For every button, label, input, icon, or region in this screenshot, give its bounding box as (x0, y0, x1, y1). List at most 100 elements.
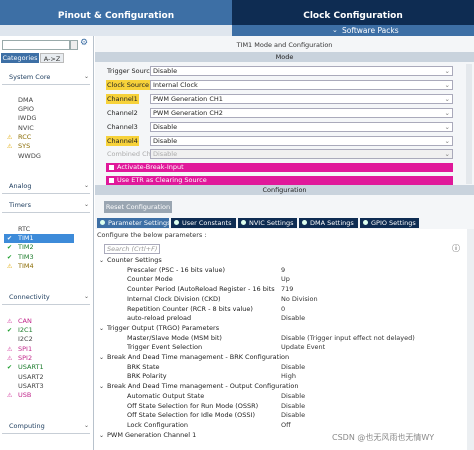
group-toggle[interactable]: ⌄ (99, 383, 105, 391)
mode-select[interactable]: Disable ⌄ (150, 66, 453, 76)
peripheral-item[interactable]: ⚠ USB (4, 391, 74, 400)
param-value[interactable]: Up (281, 275, 290, 284)
peripheral-item[interactable]: RTC (4, 225, 74, 234)
tab-label: User Constants (182, 219, 232, 227)
peripheral-item[interactable]: IWDG (4, 114, 74, 123)
param-name: Internal Clock Division (CKD) (127, 294, 221, 303)
param-value[interactable]: Disable (281, 411, 306, 420)
param-value[interactable]: Disable (Trigger input effect not delaye… (281, 333, 415, 342)
peripheral-item[interactable]: ⚠ TIM4 (4, 262, 74, 271)
mode-select[interactable]: PWM Generation CH2 ⌄ (150, 107, 453, 118)
category-header[interactable]: System Core (9, 73, 51, 81)
peripheral-item[interactable]: ⚠ CAN (4, 317, 74, 326)
tab-clock[interactable]: Clock Configuration (232, 0, 474, 25)
peripheral-item[interactable]: I2C2 (4, 335, 74, 344)
peripheral-item[interactable]: ✔ TIM2 (4, 243, 74, 252)
param-value[interactable]: Disable (281, 362, 306, 371)
param-name: BRK State (127, 362, 160, 371)
status-icon: ⚠ (7, 345, 13, 353)
peripheral-item[interactable]: ✔ TIM3 (4, 253, 74, 262)
collapse-arrow[interactable]: ⌄ (84, 182, 90, 189)
checkbox-label: Activate-Break-Input (117, 163, 184, 171)
mode-select[interactable]: Internal Clock ⌄ (150, 79, 453, 90)
category-header[interactable]: Connectivity (9, 293, 50, 301)
view-tab[interactable]: A->Z (40, 53, 64, 63)
peripheral-label: I2C2 (18, 335, 33, 344)
group-toggle[interactable]: ⌄ (99, 257, 105, 264)
info-icon[interactable]: ⓘ (452, 244, 460, 253)
param-value[interactable]: Disable (281, 391, 306, 400)
tab-label: DMA Settings (310, 219, 354, 227)
view-tab[interactable]: Categories (1, 53, 39, 63)
category-header[interactable]: Analog (9, 182, 32, 190)
peripheral-item[interactable]: USART3 (4, 382, 74, 391)
peripheral-item[interactable]: ⚠ SPI2 (4, 354, 74, 363)
status-icon: ⚠ (7, 133, 13, 141)
peripheral-item[interactable]: ⚠ SPI1 (4, 345, 74, 354)
reset-button[interactable]: Reset Configuration (104, 201, 172, 213)
select-arrow: ⌄ (444, 122, 450, 131)
param-value[interactable]: Update Event (281, 343, 326, 352)
select-arrow: ⌄ (444, 94, 450, 103)
settings-tab[interactable]: DMA Settings (299, 218, 358, 228)
peripheral-item[interactable]: ✔ TIM1 (4, 233, 74, 243)
search-dropdown[interactable] (70, 40, 78, 50)
mode-select[interactable]: PWM Generation CH1 ⌄ (150, 93, 453, 104)
collapse-arrow[interactable]: ⌄ (84, 293, 90, 300)
peripheral-item[interactable]: ✔ USART1 (4, 363, 74, 372)
peripheral-label: SPI2 (18, 353, 33, 362)
param-value[interactable]: 9 (281, 265, 286, 274)
checkbox-row[interactable]: Use ETR as Clearing Source (106, 176, 453, 185)
separator (2, 304, 90, 305)
param-value[interactable]: 0 (281, 304, 286, 313)
collapse-arrow[interactable]: ⌄ (84, 201, 90, 208)
sidebar (0, 36, 94, 450)
peripheral-label: USART3 (18, 381, 44, 390)
category-header[interactable]: Timers (9, 201, 31, 209)
param-value[interactable]: Disable (281, 314, 306, 323)
group-toggle[interactable]: ⌄ (99, 324, 105, 332)
peripheral-item[interactable]: NVIC (4, 124, 74, 133)
peripheral-item[interactable]: GPIO (4, 105, 74, 114)
group-toggle[interactable]: ⌄ (99, 431, 105, 439)
param-value[interactable]: High (281, 372, 296, 381)
tab-pinout[interactable]: Pinout & Configuration (0, 0, 232, 25)
settings-tab[interactable]: GPIO Settings (360, 218, 419, 228)
software-packs[interactable]: Software Packs (342, 26, 399, 35)
checkbox-row[interactable]: Activate-Break-Input (106, 163, 453, 172)
param-value[interactable]: No Division (281, 294, 318, 303)
param-name: Repetition Counter (RCR - 8 bits value) (127, 304, 253, 313)
search-box[interactable] (2, 40, 70, 50)
param-value[interactable]: 719 (281, 285, 294, 294)
peripheral-item[interactable]: ⚠ RCC (4, 133, 74, 142)
tab-label: NVIC Settings (249, 219, 294, 227)
peripheral-label: GPIO (18, 104, 34, 113)
settings-icon[interactable]: ⚙ (80, 38, 89, 48)
group-title: PWM Generation Channel 1 (107, 430, 197, 439)
param-value[interactable]: Off (281, 420, 291, 429)
mode-select[interactable]: Disable ⌄ (150, 121, 453, 132)
peripheral-item[interactable]: WWDG (4, 152, 74, 161)
status-icon: ⚠ (7, 392, 13, 400)
peripheral-item[interactable]: ⚠ SYS (4, 142, 74, 151)
mode-select[interactable]: Disable ⌄ (150, 135, 453, 146)
collapse-arrow[interactable]: ⌄ (84, 422, 90, 429)
peripheral-item[interactable]: ✔ I2C1 (4, 326, 74, 335)
settings-tab[interactable]: NVIC Settings (238, 218, 297, 228)
settings-tab[interactable]: User Constants (171, 218, 236, 228)
peripheral-label: SYS (18, 142, 31, 151)
peripheral-item[interactable]: DMA (4, 96, 74, 105)
settings-tab[interactable]: Parameter Settings (97, 218, 169, 228)
tab-label: GPIO Settings (371, 219, 416, 227)
peripheral-item[interactable]: USART2 (4, 373, 74, 382)
select-value: Disable (153, 67, 178, 75)
separator (2, 433, 90, 434)
group-toggle[interactable]: ⌄ (99, 354, 105, 361)
collapse-arrow[interactable]: ⌄ (84, 73, 90, 80)
param-name: BRK Polarity (127, 372, 167, 381)
param-value[interactable]: Disable (281, 401, 306, 410)
tab-dot (302, 220, 307, 225)
param-search[interactable]: Search (Crtl+F) (104, 244, 160, 254)
category-header[interactable]: Computing (9, 422, 45, 430)
select-arrow: ⌄ (444, 108, 450, 117)
